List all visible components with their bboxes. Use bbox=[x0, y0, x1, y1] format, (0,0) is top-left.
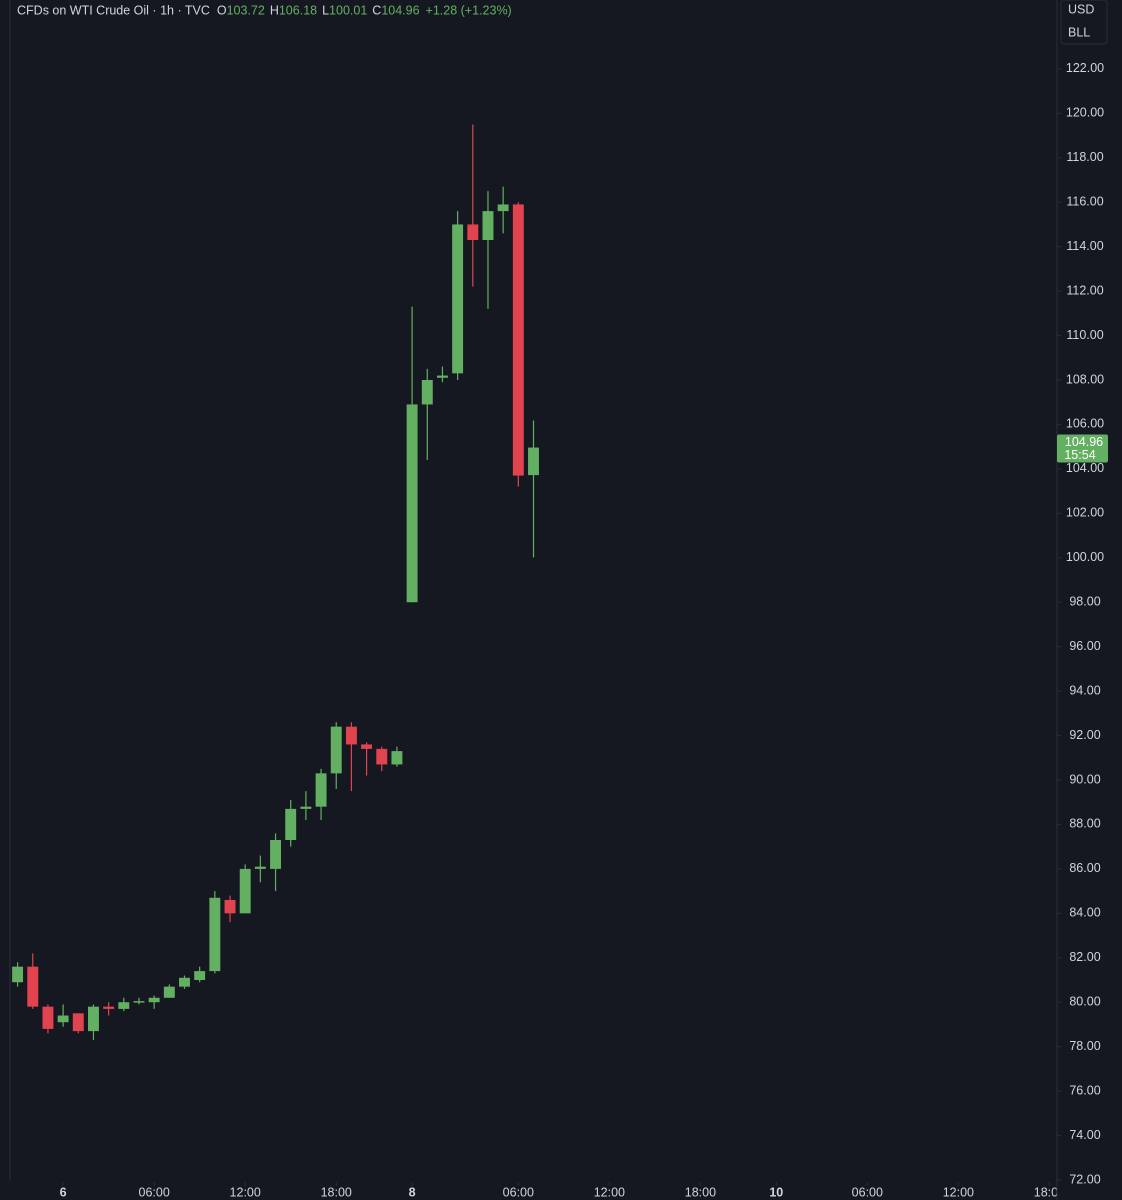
candle-body bbox=[528, 447, 539, 476]
y-tick-label: 92.00 bbox=[1069, 728, 1100, 742]
ohlc-value: 103.72 bbox=[227, 3, 265, 17]
y-tick-label: 90.00 bbox=[1069, 772, 1100, 786]
x-tick-label: 18:00 bbox=[685, 1185, 716, 1199]
candle-body bbox=[103, 1006, 115, 1009]
candle-body bbox=[345, 726, 357, 745]
candle-body bbox=[133, 1001, 145, 1003]
x-tick-label: 12:00 bbox=[594, 1185, 625, 1199]
x-tick-label: 6 bbox=[60, 1185, 67, 1199]
x-tick-label: 06:00 bbox=[503, 1185, 534, 1199]
y-tick-label: 80.00 bbox=[1069, 995, 1100, 1009]
candle-body bbox=[163, 986, 175, 998]
candle-body bbox=[482, 211, 494, 240]
y-tick-label: 104.00 bbox=[1066, 461, 1104, 475]
x-tick-label: 06:00 bbox=[852, 1185, 883, 1199]
ohlc-value: 106.18 bbox=[279, 3, 317, 17]
candle-body bbox=[209, 897, 221, 972]
candle-body bbox=[512, 204, 524, 476]
y-tick-label: 120.00 bbox=[1066, 106, 1104, 120]
candle-body bbox=[406, 404, 418, 603]
y-tick-label: 86.00 bbox=[1069, 861, 1100, 875]
y-tick-label: 102.00 bbox=[1066, 506, 1104, 520]
candle-body bbox=[467, 224, 479, 240]
y-tick-label: 100.00 bbox=[1066, 550, 1104, 564]
last-price-tag bbox=[1057, 434, 1108, 463]
change: +1.28 (+1.23%) bbox=[426, 3, 512, 17]
candle-body bbox=[179, 977, 190, 987]
y-tick-label: 88.00 bbox=[1069, 817, 1100, 831]
candle-body bbox=[391, 751, 403, 765]
candle-body bbox=[194, 971, 206, 980]
y-tick-label: 98.00 bbox=[1069, 595, 1100, 609]
candle-body bbox=[285, 808, 297, 840]
y-tick-label: 84.00 bbox=[1069, 906, 1100, 920]
y-tick-label: 122.00 bbox=[1066, 61, 1104, 75]
candle-body bbox=[224, 900, 236, 914]
price-axis: 72.00 74.00 76.00 78.00 80.00 82.00 84.00 86.00… bbox=[1057, 61, 1108, 1186]
x-tick-label: 18:00 bbox=[321, 1185, 352, 1199]
candle-body bbox=[57, 1015, 69, 1023]
unit: BLL bbox=[1068, 25, 1090, 39]
candle-body bbox=[87, 1006, 99, 1032]
currency: USD bbox=[1068, 2, 1094, 16]
ohlc-value: 100.01 bbox=[329, 3, 367, 17]
x-tick-label: 12:00 bbox=[943, 1185, 974, 1199]
candle-body bbox=[497, 204, 509, 212]
candle-body bbox=[330, 726, 342, 774]
price-axis-panel bbox=[1057, 0, 1122, 1200]
countdown: 15:54 bbox=[1064, 448, 1095, 462]
y-tick-label: 72.00 bbox=[1069, 1172, 1100, 1186]
y-tick-label: 108.00 bbox=[1066, 372, 1104, 386]
candle-body bbox=[148, 997, 160, 1003]
y-tick-label: 96.00 bbox=[1069, 639, 1100, 653]
ohlc-key: O bbox=[217, 3, 227, 17]
header: CFDs on WTI Crude Oil · 1h · TVC O 103.72 H… bbox=[17, 3, 512, 17]
y-tick-label: 112.00 bbox=[1066, 283, 1103, 297]
ohlc-key: C bbox=[372, 3, 381, 17]
y-tick-label: 74.00 bbox=[1069, 1128, 1100, 1142]
candle-body bbox=[361, 744, 373, 749]
y-tick-label: 94.00 bbox=[1069, 683, 1100, 697]
candle-body bbox=[452, 224, 464, 374]
last-price: 104.96 bbox=[1065, 435, 1103, 449]
ohlc-value: 104.96 bbox=[381, 3, 419, 17]
x-tick-label: 10 bbox=[769, 1185, 783, 1199]
candle-body bbox=[270, 840, 282, 869]
candle-body bbox=[27, 966, 39, 1007]
candle-body bbox=[118, 1002, 130, 1009]
candle-body bbox=[254, 866, 266, 869]
y-tick-label: 114.00 bbox=[1066, 239, 1103, 253]
ohlc-key: H bbox=[270, 3, 279, 17]
currency-box[interactable] bbox=[1060, 0, 1108, 45]
y-tick-label: 110.00 bbox=[1066, 328, 1103, 342]
plot-area bbox=[12, 124, 539, 1040]
y-tick-label: 82.00 bbox=[1069, 950, 1100, 964]
candle-body bbox=[72, 1013, 84, 1032]
candle-body bbox=[12, 966, 24, 983]
candle-body bbox=[421, 380, 433, 405]
candle-body bbox=[376, 748, 388, 765]
time-axis: 6 06:00 12:00 18:00 8 06:00 12:00 18:00 10 06:00 1… bbox=[60, 1182, 1065, 1199]
x-tick-label: 06:00 bbox=[139, 1185, 170, 1199]
x-tick-label: 8 bbox=[409, 1185, 416, 1199]
symbol: CFDs on WTI Crude Oil · 1h · TVC bbox=[17, 3, 210, 17]
y-tick-label: 116.00 bbox=[1066, 195, 1103, 209]
y-tick-label: 78.00 bbox=[1069, 1039, 1100, 1053]
y-tick-label: 106.00 bbox=[1066, 417, 1104, 431]
candle-body bbox=[436, 375, 448, 378]
candle-body bbox=[315, 773, 327, 807]
y-tick-label: 118.00 bbox=[1066, 150, 1103, 164]
ohlc-key: L bbox=[322, 3, 329, 17]
candle-body bbox=[300, 806, 312, 809]
candle-body bbox=[239, 868, 251, 914]
x-tick-label: 12:00 bbox=[230, 1185, 261, 1199]
candle-body bbox=[42, 1006, 54, 1029]
y-tick-label: 76.00 bbox=[1069, 1083, 1100, 1097]
